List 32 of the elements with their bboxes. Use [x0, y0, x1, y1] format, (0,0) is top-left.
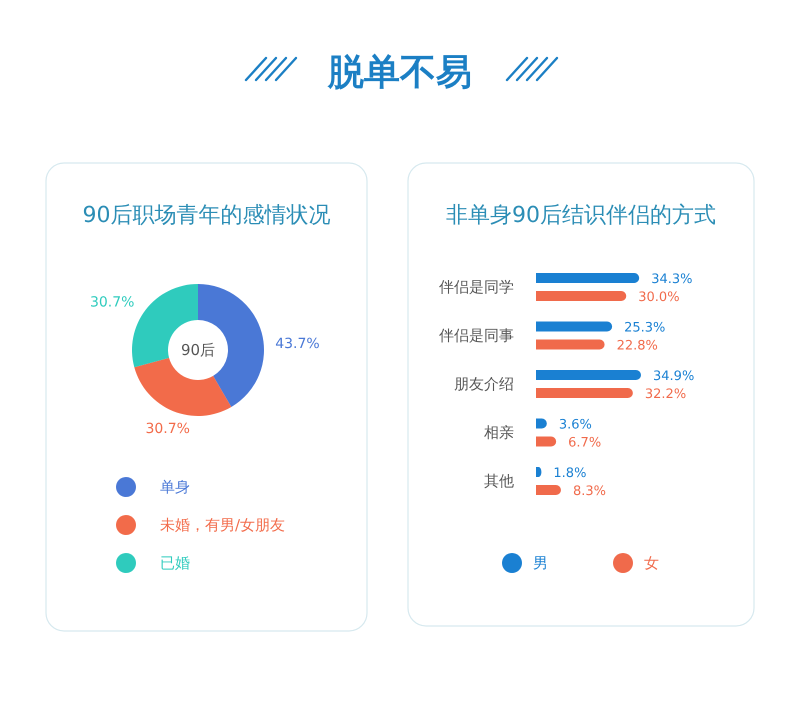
data-label: 25.3%: [624, 320, 666, 336]
category: 伴侣是同学: [439, 278, 514, 296]
title: 非单身90后结识伴侣的方式: [446, 203, 716, 228]
data-label: 22.8%: [616, 338, 658, 354]
data-label: 30.7%: [90, 294, 134, 310]
data-label: 8.3%: [572, 484, 606, 499]
data-label: 30.0%: [638, 290, 680, 305]
data-label: 6.7%: [568, 436, 602, 450]
legend-item: 女: [613, 553, 659, 573]
data-label: 30.7%: [145, 421, 190, 438]
legend-item: 单身: [116, 477, 190, 497]
category: 其他: [484, 472, 514, 490]
legend-label: 未婚，有男/女朋友: [160, 516, 286, 534]
data-label: 1.8%: [553, 466, 586, 481]
legend-item: 未婚，有男/女朋友: [116, 515, 286, 535]
legend-item: 男: [502, 553, 548, 573]
category: 相亲: [484, 424, 514, 442]
title: 脱单不易: [328, 52, 472, 93]
annotation: 90后: [180, 341, 216, 359]
data-label: 3.6%: [558, 418, 592, 432]
legend-item: 已婚: [116, 553, 190, 573]
legend-label: 男: [533, 554, 548, 572]
category: 朋友介绍: [454, 375, 514, 393]
data-label: 43.7%: [275, 336, 320, 352]
legend-label: 女: [644, 554, 659, 572]
legend-label: 已婚: [160, 554, 190, 572]
legend-label: 单身: [160, 478, 190, 496]
data-label: 34.9%: [653, 369, 694, 384]
category: 伴侣是同事: [439, 326, 514, 344]
data-label: 32.2%: [644, 387, 686, 402]
title: 90后职场青年的感情状况: [82, 203, 330, 228]
data-label: 34.3%: [651, 272, 692, 287]
